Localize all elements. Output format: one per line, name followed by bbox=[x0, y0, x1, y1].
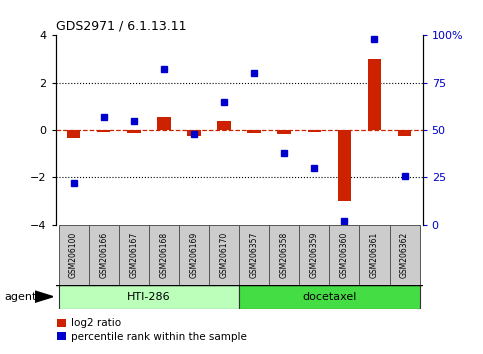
Bar bbox=[299, 225, 329, 285]
Text: GSM206357: GSM206357 bbox=[250, 232, 258, 278]
Text: GSM206100: GSM206100 bbox=[69, 232, 78, 278]
Bar bbox=[217, 121, 231, 130]
Polygon shape bbox=[35, 291, 53, 302]
Text: GSM206359: GSM206359 bbox=[310, 232, 319, 278]
Text: GSM206167: GSM206167 bbox=[129, 232, 138, 278]
Bar bbox=[239, 285, 420, 309]
Bar bbox=[329, 225, 359, 285]
Bar bbox=[239, 225, 269, 285]
Text: GSM206170: GSM206170 bbox=[220, 232, 228, 278]
Text: GSM206362: GSM206362 bbox=[400, 232, 409, 278]
Bar bbox=[338, 130, 351, 201]
Bar bbox=[398, 130, 412, 136]
Bar bbox=[58, 285, 239, 309]
Bar bbox=[359, 225, 389, 285]
Bar bbox=[157, 117, 170, 130]
Bar bbox=[368, 59, 381, 130]
Bar bbox=[187, 130, 201, 136]
Bar bbox=[58, 225, 89, 285]
Text: GSM206169: GSM206169 bbox=[189, 232, 199, 278]
Text: GDS2971 / 6.1.13.11: GDS2971 / 6.1.13.11 bbox=[56, 20, 186, 33]
Text: GSM206358: GSM206358 bbox=[280, 232, 289, 278]
Bar bbox=[277, 130, 291, 135]
Text: GSM206361: GSM206361 bbox=[370, 232, 379, 278]
Bar bbox=[179, 225, 209, 285]
Text: GSM206166: GSM206166 bbox=[99, 232, 108, 278]
Bar bbox=[67, 130, 80, 138]
Bar bbox=[389, 225, 420, 285]
Text: agent: agent bbox=[5, 292, 37, 302]
Text: docetaxel: docetaxel bbox=[302, 292, 356, 302]
Bar bbox=[149, 225, 179, 285]
Text: GSM206168: GSM206168 bbox=[159, 232, 169, 278]
Bar bbox=[89, 225, 119, 285]
Text: GSM206360: GSM206360 bbox=[340, 232, 349, 278]
Bar bbox=[247, 130, 261, 133]
Bar bbox=[209, 225, 239, 285]
Bar bbox=[308, 130, 321, 132]
Legend: log2 ratio, percentile rank within the sample: log2 ratio, percentile rank within the s… bbox=[57, 319, 247, 342]
Bar bbox=[269, 225, 299, 285]
Bar bbox=[119, 225, 149, 285]
Bar bbox=[97, 130, 111, 132]
Text: HTI-286: HTI-286 bbox=[127, 292, 170, 302]
Bar bbox=[127, 130, 141, 133]
